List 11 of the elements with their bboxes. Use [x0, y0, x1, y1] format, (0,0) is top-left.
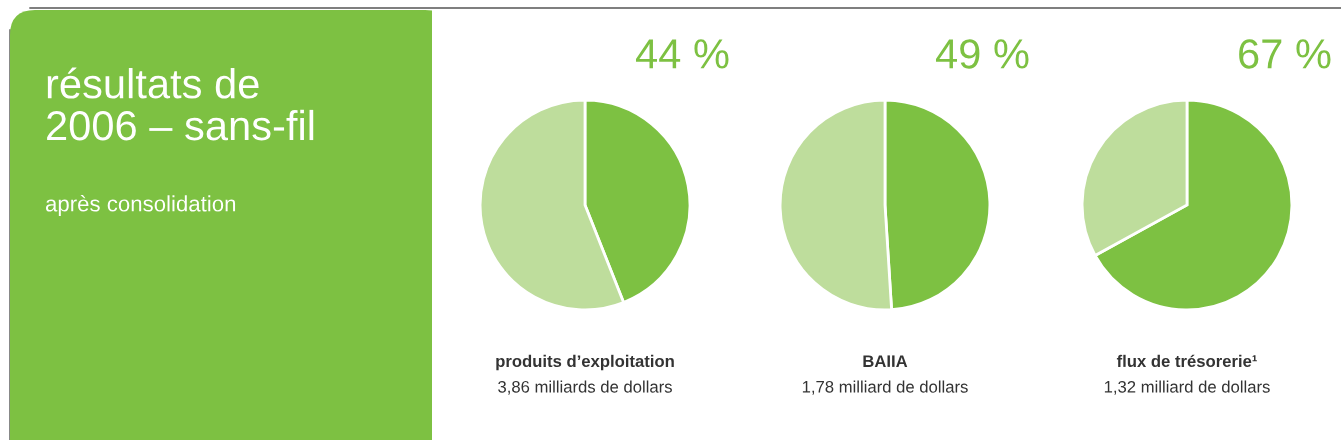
text: 1,32 milliard de dollars: [1104, 380, 1270, 395]
text: après consolidation: [45, 195, 236, 216]
text: 1,78 milliard de dollars: [802, 380, 968, 395]
chart-title: 49 %: [935, 39, 1029, 69]
chart-title: 44 %: [635, 39, 729, 69]
text: résultats de 2006 – sans-fil: [47, 67, 314, 141]
chart-title: 67 %: [1239, 39, 1331, 69]
text: 3,86 milliards de dollars: [498, 380, 672, 395]
text: produits d’exploitation: [496, 354, 674, 371]
text: flux de trésorerie¹: [1116, 354, 1257, 368]
text: BAIIA: [863, 355, 908, 367]
